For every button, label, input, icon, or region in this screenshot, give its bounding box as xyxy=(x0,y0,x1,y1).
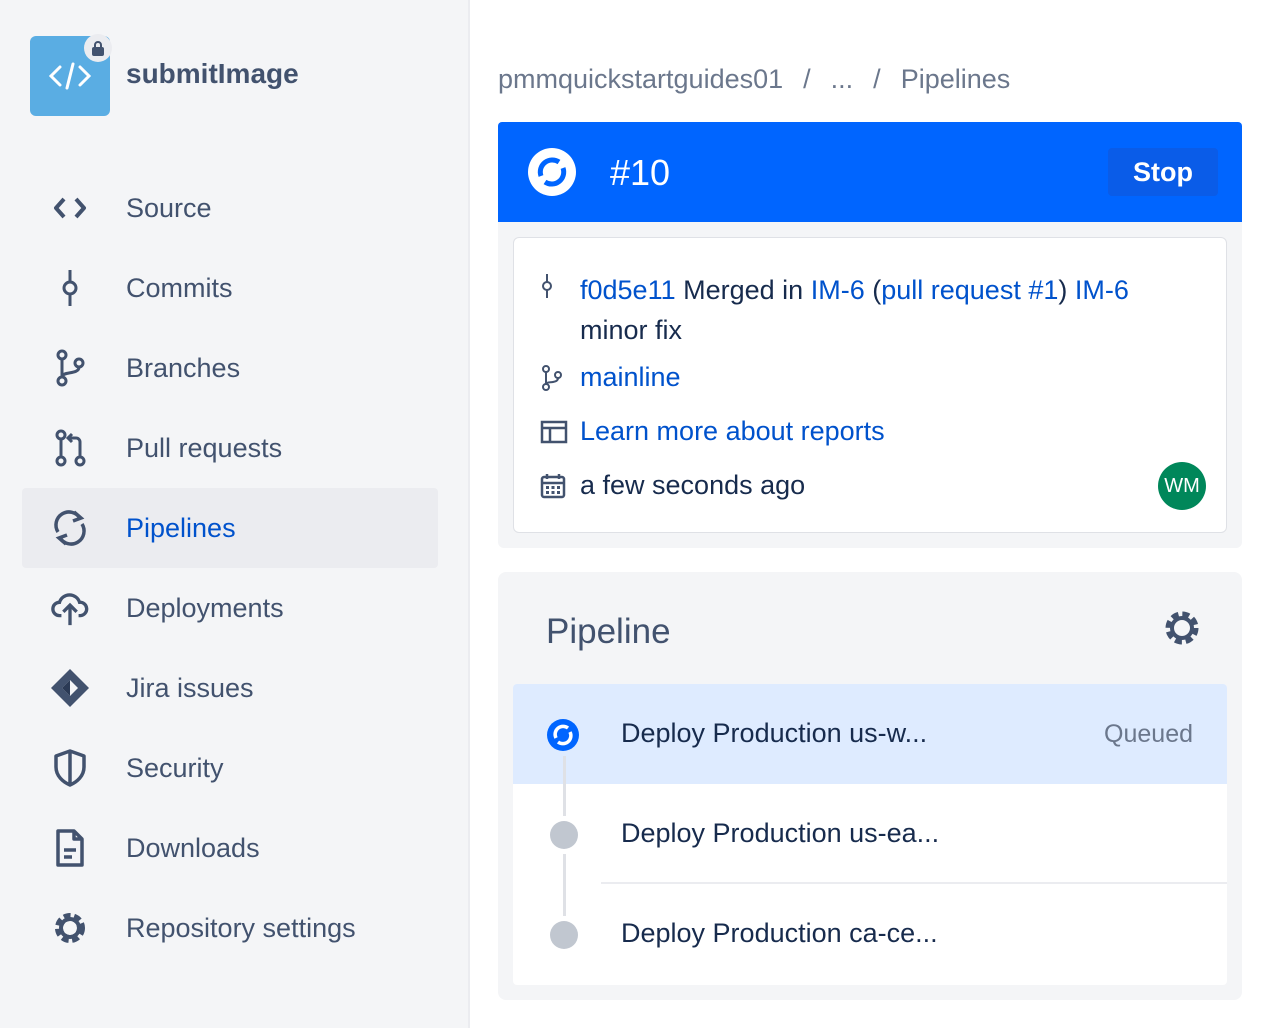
cloud-upload-icon xyxy=(50,588,90,628)
branch-link[interactable]: IM-6 xyxy=(810,275,865,305)
breadcrumb-ellipsis[interactable]: ... xyxy=(830,64,854,94)
branch-icon xyxy=(50,348,90,388)
avatar[interactable]: WM xyxy=(1158,462,1206,510)
sidebar-item-pipelines[interactable]: Pipelines xyxy=(22,488,438,568)
commit-icon xyxy=(50,268,90,308)
branch-icon xyxy=(540,362,580,394)
pipeline-steps-list: Deploy Production us-w... Queued Deploy … xyxy=(513,684,1227,985)
commit-row: f0d5e11 Merged in IM-6 (pull request #1)… xyxy=(540,270,1200,350)
step-name: Deploy Production ca-ce... xyxy=(621,918,938,948)
sidebar-item-repository-settings[interactable]: Repository settings xyxy=(22,888,438,968)
sidebar-item-jira-issues[interactable]: Jira issues xyxy=(22,648,438,728)
divider xyxy=(601,882,1227,884)
issue-link[interactable]: IM-6 xyxy=(1074,275,1129,305)
sidebar-item-commits[interactable]: Commits xyxy=(22,248,438,328)
in-progress-icon xyxy=(547,719,579,756)
pending-dot-icon xyxy=(550,821,578,849)
pipeline-run-header: #10 Stop xyxy=(498,122,1242,222)
sidebar-item-deployments[interactable]: Deployments xyxy=(22,568,438,648)
merged-in-text: Merged in xyxy=(683,275,804,305)
in-progress-icon xyxy=(528,148,576,201)
step-name: Deploy Production us-ea... xyxy=(621,818,940,848)
run-time: a few seconds ago xyxy=(580,470,806,500)
breadcrumb-workspace[interactable]: pmmquickstartguides01 xyxy=(498,64,784,94)
calendar-icon xyxy=(540,470,580,502)
breadcrumb-separator: / xyxy=(873,64,881,94)
reports-row: Learn more about reports xyxy=(540,416,885,448)
run-number: #10 xyxy=(610,152,671,193)
paren: ( xyxy=(872,275,882,305)
pipeline-title: Pipeline xyxy=(546,612,671,651)
pull-request-icon xyxy=(50,428,90,468)
sidebar-item-downloads[interactable]: Downloads xyxy=(22,808,438,888)
commit-hash-link[interactable]: f0d5e11 xyxy=(580,275,676,305)
step-connector xyxy=(563,854,566,916)
sidebar: submitImage Source Commits Branches Pull… xyxy=(0,0,470,1028)
paren: ) xyxy=(1058,275,1068,305)
report-icon xyxy=(540,416,580,448)
sidebar-item-branches[interactable]: Branches xyxy=(22,328,438,408)
step-connector xyxy=(563,756,566,816)
repo-name[interactable]: submitImage xyxy=(126,58,299,89)
pull-request-link[interactable]: pull request #1 xyxy=(881,275,1059,305)
breadcrumb-pipelines[interactable]: Pipelines xyxy=(900,64,1011,94)
branch-row: mainline xyxy=(540,362,681,394)
pipeline-panel: Pipeline Deploy Production us-w... Queue… xyxy=(498,572,1242,1000)
code-icon xyxy=(48,62,92,90)
branch-name-link[interactable]: mainline xyxy=(580,362,681,392)
stop-button[interactable]: Stop xyxy=(1108,148,1218,196)
pipeline-step[interactable]: Deploy Production ca-ce... xyxy=(513,884,1227,984)
code-icon xyxy=(50,188,90,228)
sidebar-item-source[interactable]: Source xyxy=(22,168,438,248)
commit-icon xyxy=(540,270,580,302)
breadcrumb-separator: / xyxy=(803,64,811,94)
jira-icon xyxy=(50,668,90,708)
file-icon xyxy=(50,828,90,868)
pipelines-icon xyxy=(50,508,90,548)
shield-icon xyxy=(50,748,90,788)
step-status: Queued xyxy=(1104,720,1193,748)
run-info-panel: f0d5e11 Merged in IM-6 (pull request #1)… xyxy=(498,222,1242,548)
pipeline-step[interactable]: Deploy Production us-ea... xyxy=(513,784,1227,884)
time-row: a few seconds ago xyxy=(540,470,805,502)
gear-icon xyxy=(50,908,90,948)
sidebar-item-pull-requests[interactable]: Pull requests xyxy=(22,408,438,488)
sidebar-item-security[interactable]: Security xyxy=(22,728,438,808)
learn-more-reports-link[interactable]: Learn more about reports xyxy=(580,416,885,446)
gear-icon[interactable] xyxy=(1162,608,1202,653)
pending-dot-icon xyxy=(550,921,578,949)
breadcrumb: pmmquickstartguides01 / ... / Pipelines xyxy=(498,64,1010,95)
pipeline-step[interactable]: Deploy Production us-w... Queued xyxy=(513,684,1227,784)
commit-message: minor fix xyxy=(580,315,683,345)
lock-icon xyxy=(84,34,112,62)
step-name: Deploy Production us-w... xyxy=(621,718,928,748)
run-info-card: f0d5e11 Merged in IM-6 (pull request #1)… xyxy=(513,237,1227,533)
